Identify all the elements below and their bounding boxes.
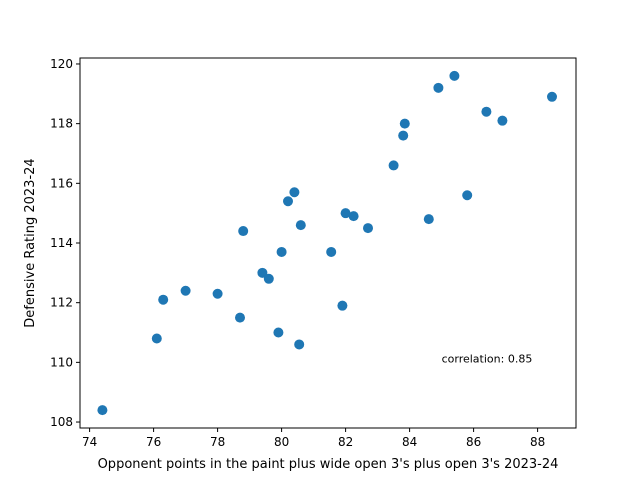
data-point-3: [158, 294, 169, 305]
y-tick-label-108: 108: [50, 415, 73, 429]
x-tick-label-80: 80: [274, 435, 289, 449]
data-point-28: [481, 106, 492, 117]
data-point-25: [433, 82, 444, 93]
x-tick-label-76: 76: [146, 435, 161, 449]
x-tick-label-82: 82: [338, 435, 353, 449]
data-point-14: [295, 220, 306, 231]
data-point-16: [326, 246, 337, 257]
data-point-23: [399, 118, 410, 129]
x-tick-label-84: 84: [402, 435, 417, 449]
x-axis-label: Opponent points in the paint plus wide o…: [98, 457, 559, 472]
data-point-20: [363, 223, 373, 234]
data-point-24: [423, 214, 434, 225]
data-point-10: [273, 327, 284, 338]
x-tick-label-88: 88: [530, 435, 545, 449]
data-point-6: [235, 312, 245, 323]
y-tick-label-110: 110: [50, 355, 73, 369]
data-point-21: [388, 160, 399, 171]
data-point-13: [289, 187, 300, 198]
data-point-29: [497, 115, 508, 126]
x-tick-label-74: 74: [82, 435, 97, 449]
y-tick-label-112: 112: [50, 296, 73, 310]
data-point-4: [180, 285, 191, 296]
y-axis-label: Defensive Rating 2023-24: [23, 158, 38, 327]
y-axis: 108 110 112 114 116 118 120: [50, 57, 80, 429]
x-axis: 74 76 78 80 82 84 86 88: [82, 428, 545, 449]
data-point-1: [97, 405, 108, 416]
data-point-17: [337, 300, 348, 311]
data-point-26: [449, 70, 460, 81]
y-tick-label-114: 114: [50, 236, 73, 250]
data-point-9: [263, 273, 274, 284]
data-point-12: [283, 196, 293, 207]
data-point-5: [212, 288, 223, 299]
y-tick-label-118: 118: [50, 117, 73, 131]
plot-frame: [79, 57, 577, 429]
y-tick-label-120: 120: [50, 57, 73, 71]
x-tick-label-86: 86: [466, 435, 481, 449]
y-tick-label-116: 116: [50, 176, 73, 190]
data-point-19: [348, 211, 359, 222]
data-point-2: [151, 333, 162, 344]
x-tick-label-78: 78: [210, 435, 225, 449]
data-point-27: [462, 190, 473, 201]
data-point-18: [340, 208, 351, 219]
data-point-15: [294, 339, 305, 350]
data-point-11: [276, 246, 287, 257]
data-point-22: [398, 130, 409, 141]
points-layer: [97, 70, 557, 416]
correlation-annotation: correlation: 0.85: [442, 352, 533, 365]
data-point-8: [257, 267, 268, 278]
data-point-7: [238, 226, 249, 237]
data-point-30: [547, 91, 557, 102]
